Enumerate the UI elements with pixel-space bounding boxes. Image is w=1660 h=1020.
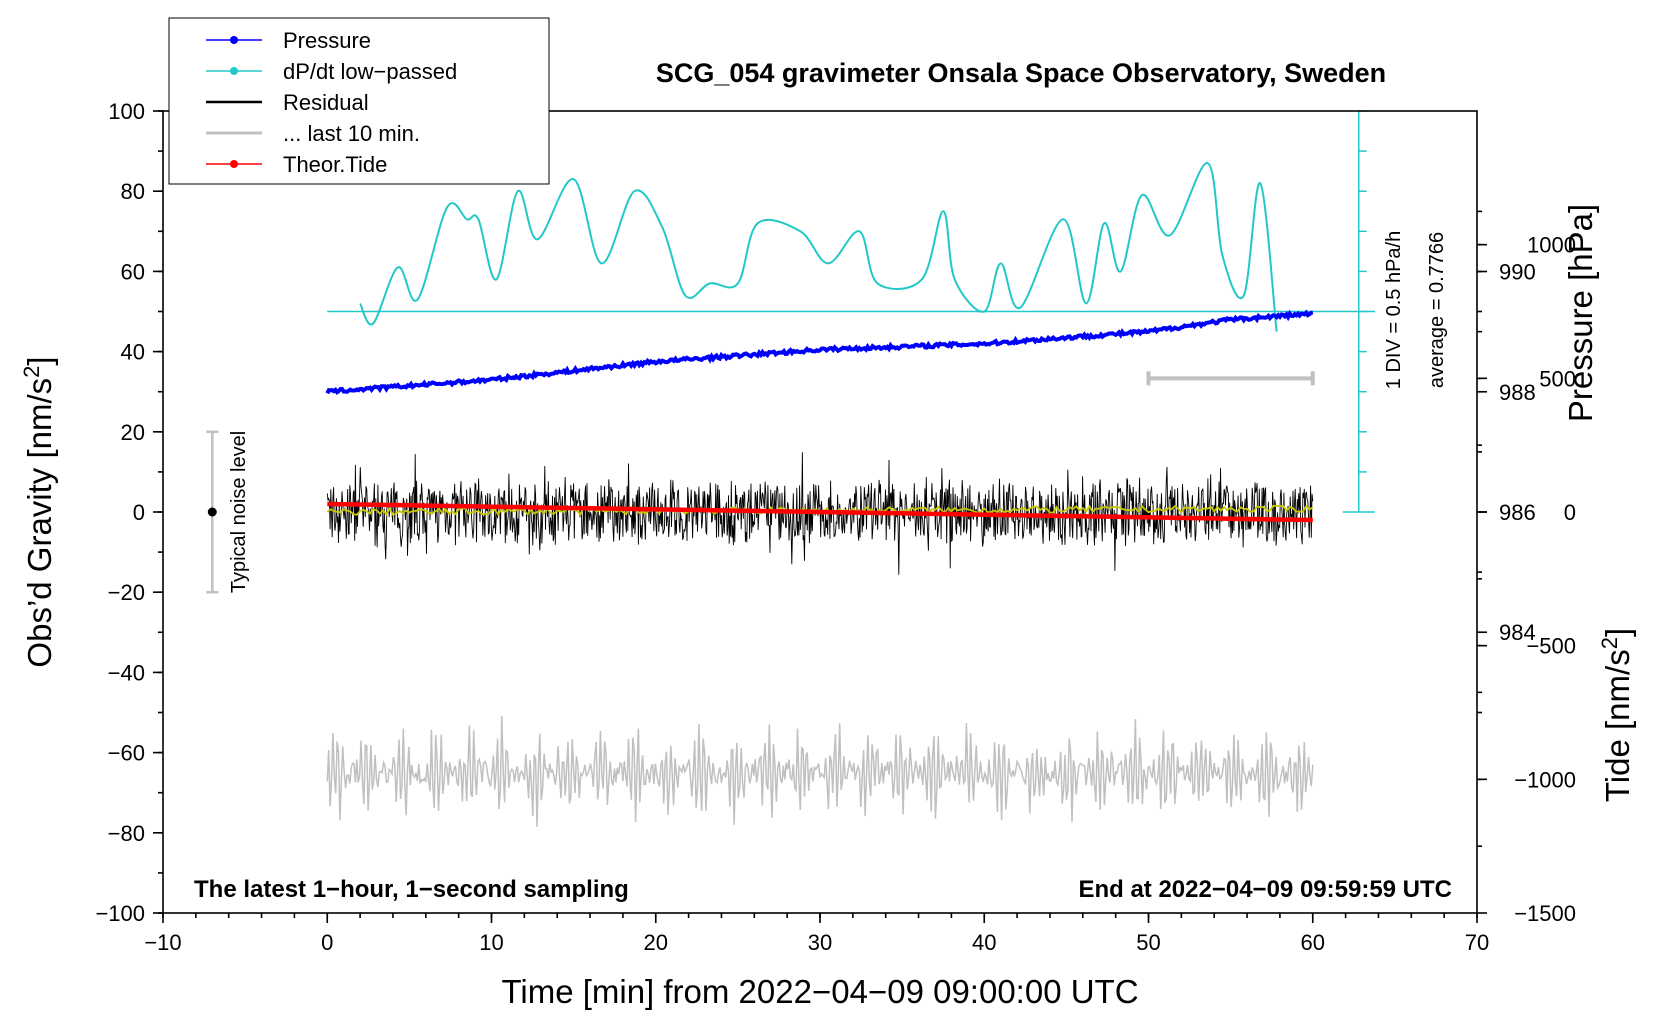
y-tick-label: −100 xyxy=(95,901,145,926)
y-tick-label: 40 xyxy=(121,340,145,365)
pressure-tick-label: 990 xyxy=(1499,260,1536,285)
tide-tick-label: −1500 xyxy=(1514,901,1576,926)
tide-axis-label-close: ] xyxy=(1599,628,1636,637)
x-axis-label: Time [min] from 2022−04−09 09:00:00 UTC xyxy=(501,973,1138,1010)
tide-line xyxy=(327,501,1313,523)
y-tick-label: −20 xyxy=(108,580,145,605)
tide-tick-label: 500 xyxy=(1539,366,1576,391)
legend-marker-dpdt xyxy=(230,67,238,75)
tide-tick-label: 0 xyxy=(1564,500,1576,525)
y-tick-label: 20 xyxy=(121,420,145,445)
y-tick-label: −40 xyxy=(108,660,145,685)
legend-entry-residual: Residual xyxy=(206,90,369,115)
tide-axis-label: Tide [nm/s2] xyxy=(1597,628,1637,802)
tick-layer: −10 0 10 20 30 40 50 60 70−100−80−60−40−20020406… xyxy=(95,99,1576,955)
legend-entry-pressure: Pressure xyxy=(206,28,371,53)
tide-tick-label: 1000 xyxy=(1527,233,1576,258)
last10-line xyxy=(326,715,1314,828)
x-tick-label: 30 xyxy=(808,930,832,955)
series-layer xyxy=(206,110,1376,828)
tide-axis-label-main: Tide [nm/s xyxy=(1599,649,1636,802)
x-tick-label: 60 xyxy=(1301,930,1325,955)
y-tick-label: 0 xyxy=(133,500,145,525)
x-tick-label: 10 xyxy=(479,930,503,955)
y-tick-label: 100 xyxy=(108,99,145,124)
chart-title: SCG_054 gravimeter Onsala Space Observat… xyxy=(656,58,1386,88)
footer-right: End at 2022−04−09 09:59:59 UTC xyxy=(1078,876,1452,903)
x-tick-label: 20 xyxy=(644,930,668,955)
pressure-tick-label: 986 xyxy=(1499,500,1536,525)
y-tick-label: 60 xyxy=(121,259,145,284)
x-tick-label: −10 xyxy=(144,930,181,955)
y-axis-label-sup: 2 xyxy=(19,366,44,378)
dpdt-div-label: 1 DIV = 0.5 hPa/h xyxy=(1383,231,1405,389)
x-tick-label: 40 xyxy=(972,930,996,955)
dpdt-line xyxy=(359,162,1278,332)
legend-label-pressure: Pressure xyxy=(283,28,371,53)
legend-entry-dpdt: dP/dt low−passed xyxy=(206,59,457,84)
y-axis-label-main: Obs’d Gravity [nm/s xyxy=(21,378,58,668)
y-axis-label-close: ] xyxy=(21,356,58,365)
legend-marker-pressure xyxy=(230,36,238,44)
dpdt-average-label: average = 0.7766 xyxy=(1426,232,1448,388)
y-tick-label: 80 xyxy=(121,179,145,204)
x-tick-label: 0 xyxy=(321,930,333,955)
legend: Pressure dP/dt low−passed Residual ... l… xyxy=(168,17,550,185)
y-tick-label: −60 xyxy=(108,741,145,766)
footer-left: The latest 1−hour, 1−second sampling xyxy=(194,876,629,903)
legend-label-tide: Theor.Tide xyxy=(283,152,387,177)
y-axis-label: Obs’d Gravity [nm/s2] xyxy=(19,356,59,667)
legend-label-last10: ... last 10 min. xyxy=(283,121,420,146)
x-tick-label: 70 xyxy=(1465,930,1489,955)
pressure-line xyxy=(325,309,1314,395)
y-tick-label: −80 xyxy=(108,821,145,846)
pressure-tick-label: 988 xyxy=(1499,380,1536,405)
tide-tick-label: −1000 xyxy=(1514,767,1576,792)
legend-label-residual: Residual xyxy=(283,90,369,115)
noise-level-label: Typical noise level xyxy=(228,431,250,593)
pressure-tick-label: 984 xyxy=(1499,620,1536,645)
tide-axis-label-sup: 2 xyxy=(1597,637,1622,649)
legend-label-dpdt: dP/dt low−passed xyxy=(283,59,457,84)
pressure-axis-label: Pressure [hPa] xyxy=(1562,204,1599,422)
x-tick-label: 50 xyxy=(1136,930,1160,955)
tide-tick-label: −500 xyxy=(1526,634,1576,659)
legend-marker-tide xyxy=(230,160,238,168)
legend-entry-last10: ... last 10 min. xyxy=(206,121,420,146)
noise-marker-dot xyxy=(207,507,217,517)
legend-entry-tide: Theor.Tide xyxy=(206,152,387,177)
